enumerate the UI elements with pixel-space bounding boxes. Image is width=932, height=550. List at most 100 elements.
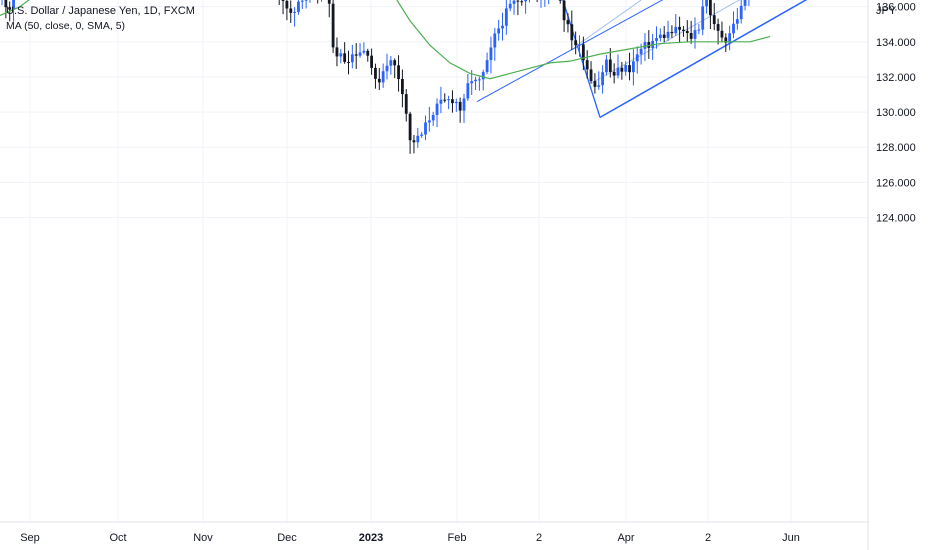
candle-body-157 xyxy=(605,59,608,73)
candle-body-92 xyxy=(354,54,358,56)
candle-body-155 xyxy=(597,85,601,87)
candle-body-160 xyxy=(616,67,620,76)
x-tick-label-4: 2023 xyxy=(359,532,383,544)
candle-body-145 xyxy=(558,0,562,1)
candle-body-118 xyxy=(454,101,458,104)
y-tick-label-6: 136.000 xyxy=(876,2,916,14)
candle-body-147 xyxy=(566,20,570,25)
candle-body-136 xyxy=(524,0,527,2)
candle-body-190 xyxy=(732,23,735,34)
candle-body-181 xyxy=(697,29,701,31)
candle-body-193 xyxy=(743,0,747,6)
x-tick-label-8: 2 xyxy=(705,532,711,544)
candle-body-94 xyxy=(362,50,366,53)
channel-quarter-upper xyxy=(576,0,643,46)
grid-lines xyxy=(0,0,868,522)
y-tick-label-4: 132.000 xyxy=(876,72,916,84)
candle-body-89 xyxy=(343,53,347,62)
candle-body-85 xyxy=(327,0,331,4)
candle-body-183 xyxy=(705,0,708,7)
candle-body-188 xyxy=(724,37,728,43)
candle-body-126 xyxy=(485,60,489,73)
candle-body-174 xyxy=(670,31,674,34)
candle-body-167 xyxy=(643,42,647,49)
candle-body-178 xyxy=(685,30,689,33)
candle-body-156 xyxy=(601,72,604,86)
candle-body-129 xyxy=(497,28,501,34)
candle-body-115 xyxy=(443,99,447,101)
candle-body-113 xyxy=(435,103,439,115)
candle-body-79 xyxy=(304,0,308,1)
candle-body-101 xyxy=(389,60,393,66)
y-tick-label-5: 134.000 xyxy=(876,37,916,49)
candle-body-88 xyxy=(339,53,343,57)
candle-body-161 xyxy=(620,67,624,72)
candle-body-73 xyxy=(281,0,285,1)
candle-body-119 xyxy=(458,101,462,111)
candle-body-114 xyxy=(439,99,443,104)
candle-body-154 xyxy=(593,81,597,87)
candle-body-189 xyxy=(728,33,732,43)
indicator-legend: MA (50, close, 0, SMA, 5) xyxy=(6,20,126,32)
candle-body-87 xyxy=(335,47,339,57)
x-tick-label-5: Feb xyxy=(448,532,467,544)
candle-body-109 xyxy=(420,134,424,136)
candle-body-1 xyxy=(4,0,8,8)
candle-body-97 xyxy=(374,67,377,79)
candle-body-148 xyxy=(570,24,574,41)
candle-body-112 xyxy=(431,114,435,121)
candle-body-131 xyxy=(504,8,508,26)
pitchfork-channel xyxy=(476,0,808,119)
candle-body-110 xyxy=(424,122,427,135)
candle-body-102 xyxy=(393,60,397,66)
candle-body-134 xyxy=(516,0,520,2)
candle-body-86 xyxy=(331,3,335,48)
candle-body-108 xyxy=(416,135,420,143)
candle-body-192 xyxy=(739,5,743,20)
candle-body-150 xyxy=(578,44,581,46)
candle-body-164 xyxy=(632,61,635,73)
candle-body-95 xyxy=(366,50,370,56)
candle-body-177 xyxy=(682,29,685,31)
pitchfork-handle xyxy=(562,0,601,118)
x-tick-label-6: 2 xyxy=(536,532,542,544)
candle-body-159 xyxy=(612,71,616,76)
y-tick-label-2: 128.000 xyxy=(876,142,916,154)
candle-body-153 xyxy=(589,69,593,82)
x-tick-label-7: Apr xyxy=(617,532,634,544)
candle-body-133 xyxy=(512,0,516,4)
candle-body-166 xyxy=(639,48,643,55)
y-tick-label-0: 124.000 xyxy=(876,213,916,225)
candle-body-151 xyxy=(581,44,585,61)
x-tick-label-3: Dec xyxy=(277,532,297,544)
channel-lower xyxy=(599,0,808,119)
candle-body-176 xyxy=(678,26,681,30)
candle-body-111 xyxy=(427,120,431,123)
candle-body-105 xyxy=(404,94,408,114)
candle-body-75 xyxy=(289,8,293,13)
candle-body-78 xyxy=(300,0,304,2)
candle-body-130 xyxy=(501,25,504,29)
candle-body-104 xyxy=(401,78,404,95)
candle-body-173 xyxy=(666,31,670,38)
x-tick-label-0: Sep xyxy=(20,532,40,544)
candle-body-182 xyxy=(701,6,705,30)
channel-median xyxy=(476,0,664,102)
candle-body-191 xyxy=(735,19,739,24)
candle-body-123 xyxy=(474,79,477,82)
candle-body-132 xyxy=(508,3,512,9)
candle-body-158 xyxy=(608,59,612,72)
candle-body-77 xyxy=(297,1,300,12)
candle-body-107 xyxy=(412,140,416,143)
candle-body-172 xyxy=(662,34,666,38)
candle-body-152 xyxy=(585,60,589,70)
candle-body-90 xyxy=(347,61,350,63)
candle-body-2 xyxy=(8,7,12,10)
candle-body-186 xyxy=(716,24,720,31)
chart-title: U.S. Dollar / Japanese Yen, 1D, FXCM xyxy=(6,5,195,17)
candle-body-165 xyxy=(635,54,639,62)
x-tick-label-1: Oct xyxy=(109,532,126,544)
candle-body-127 xyxy=(489,47,493,61)
